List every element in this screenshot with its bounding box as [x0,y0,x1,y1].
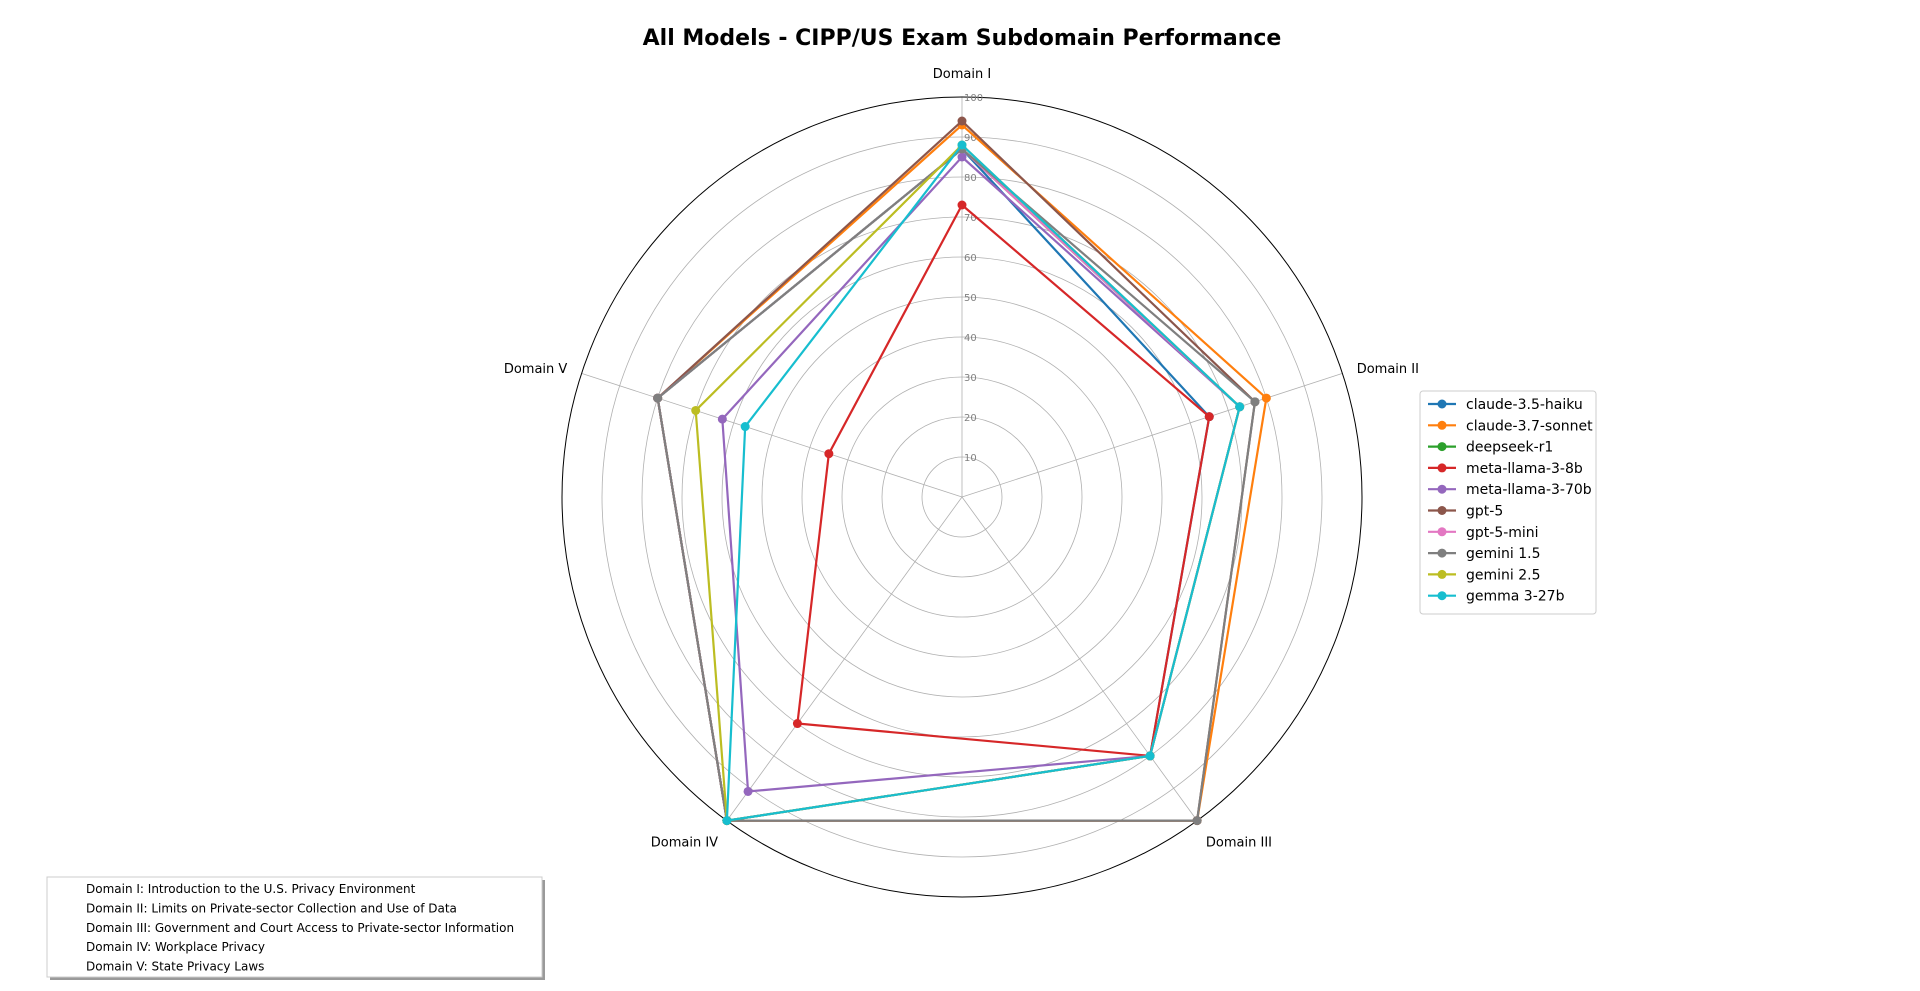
series-gemma-3-27b [722,140,1245,826]
series-line [656,147,1241,822]
data-point [717,414,727,424]
data-point [957,152,967,162]
legend-item: gemini 2.5 [1428,567,1541,583]
legend-label: gemini 1.5 [1466,546,1541,562]
data-point [792,719,802,729]
axis-label: Domain V [504,362,568,377]
radial-tick-labels: 10 20 30 40 50 60 70 80 90 100 [964,93,983,464]
legend-swatch-marker [1437,569,1447,579]
notes-frame [46,876,543,978]
series-line [656,147,1241,822]
data-point [743,786,753,796]
series-line [796,203,1211,758]
axis-label: Domain III [1206,836,1272,851]
legend-label: claude-3.5-haiku [1466,397,1583,413]
series-line [694,143,1241,822]
legend-swatch-marker [1437,548,1447,558]
radial-tick-label: 60 [964,253,977,264]
domain-description: Domain III: Government and Court Access … [86,921,514,935]
axis-label: Domain II [1357,362,1419,377]
radial-tick-label: 70 [964,213,977,224]
legend-label: gpt-5-mini [1466,525,1539,541]
data-point [1250,397,1260,407]
legend-swatch-marker [1437,527,1447,537]
series-meta-llama-3-8b [792,200,1214,761]
legend-item: gemma 3-27b [1428,589,1565,605]
legend-swatch-marker [1437,442,1447,452]
data-point [653,393,663,403]
spoke-2 [961,373,1343,498]
axis-labels: Domain I Domain II Domain III Domain IV Doma… [504,67,1419,851]
domain-description: Domain V: State Privacy Laws [86,960,264,974]
radial-tick-label: 90 [964,133,977,144]
legend-swatch-marker [1437,484,1447,494]
legend-label: gpt-5 [1466,504,1503,520]
domain-description: Domain II: Limits on Private-sector Coll… [86,901,457,915]
domain-descriptions-box: Domain I: Introduction to the U.S. Priva… [46,876,545,980]
radial-tick-label: 40 [964,333,977,344]
data-point [957,116,967,126]
legend-swatch-marker [1437,399,1447,409]
legend-label: claude-3.7-sonnet [1466,418,1593,434]
chart-title: All Models - CIPP/US Exam Subdomain Perf… [643,26,1282,51]
radial-tick-label: 30 [964,373,977,384]
series-claude-3-5-haiku [653,144,1214,826]
legend-label: gemma 3-27b [1466,589,1565,605]
legend-item: gpt-5 [1428,504,1503,520]
axis-label: Domain IV [651,836,718,851]
data-series [653,116,1271,826]
radial-tick-label: 80 [964,173,977,184]
legend-label: deepseek-r1 [1466,440,1553,456]
data-point [1192,816,1202,826]
data-point [1261,393,1271,403]
legend-swatch-marker [1437,506,1447,515]
radial-tick-label: 20 [964,413,977,424]
legend-label: gemini 2.5 [1466,567,1541,583]
data-point [957,200,967,210]
radial-tick-label: 10 [964,453,977,464]
series-line [656,147,1257,822]
legend-swatch-marker [1437,463,1447,473]
radial-tick-label: 100 [964,93,983,104]
legend-item: gemini 1.5 [1428,546,1541,562]
legend-item: claude-3.5-haiku [1428,397,1583,413]
legend-label: meta-llama-3-8b [1466,461,1583,477]
radial-tick-label: 50 [964,293,977,304]
data-point [691,405,701,415]
series-line [725,143,1241,822]
legend-item: meta-llama-3-70b [1428,482,1592,498]
radar-grid [561,96,1363,898]
data-point [1235,402,1245,412]
legend: claude-3.5-haiku claude-3.7-sonnet deepsee… [1419,390,1597,615]
spoke-5 [581,373,963,498]
axis-label: Domain I [933,67,991,82]
domain-description: Domain I: Introduction to the U.S. Priva… [86,882,416,896]
data-point [957,140,967,150]
spoke-3 [961,496,1198,821]
series-line [656,147,1211,822]
data-point [824,449,834,459]
legend-item: gpt-5-mini [1428,525,1539,541]
legend-item: deepseek-r1 [1428,440,1553,456]
data-point [722,816,732,826]
legend-swatch-marker [1437,591,1447,601]
legend-item: claude-3.7-sonnet [1428,418,1593,434]
data-point [1145,751,1155,761]
legend-label: meta-llama-3-70b [1466,482,1592,498]
spoke-4 [726,496,963,821]
legend-swatch-marker [1437,420,1447,430]
data-point [1204,412,1214,422]
series-line [656,119,1257,822]
data-point [740,422,750,432]
legend-item: meta-llama-3-8b [1428,461,1583,477]
legend-frame [1419,390,1597,615]
domain-description: Domain IV: Workplace Privacy [86,940,265,954]
outer-frame-circle [561,96,1363,898]
